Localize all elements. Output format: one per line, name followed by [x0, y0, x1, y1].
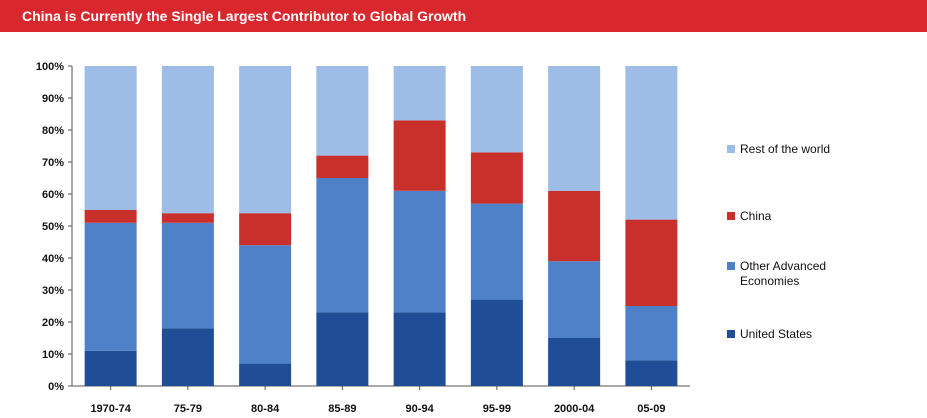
bar-segment-other-advanced-economies [548, 261, 601, 338]
legend-swatch [727, 262, 735, 270]
bar-segment-rest-of-the-world [161, 66, 214, 214]
x-tick-label: 2000-04 [554, 403, 595, 415]
legend-swatch [727, 330, 735, 338]
chart-title: China is Currently the Single Largest Co… [0, 0, 927, 32]
bar-segment-other-advanced-economies [316, 178, 369, 313]
bar-segment-other-advanced-economies [239, 245, 292, 364]
legend-label: Other Advanced Economies [740, 259, 826, 288]
bar-segment-united-states [393, 312, 446, 386]
bar-segment-rest-of-the-world [625, 66, 678, 220]
bar-segment-china [316, 155, 369, 178]
bar-segment-rest-of-the-world [470, 66, 523, 153]
bar-segment-china [161, 213, 214, 223]
bar-segment-other-advanced-economies [625, 306, 678, 361]
legend-label: China [740, 209, 772, 223]
y-tick-label: 60% [42, 189, 64, 201]
y-tick-label: 70% [42, 157, 64, 169]
y-tick-label: 30% [42, 285, 64, 297]
legend: Rest of the world China Other Advanced Econ… [727, 142, 830, 341]
x-tick-label: 1970-74 [90, 403, 131, 415]
legend-swatch [727, 145, 735, 153]
x-axis-labels: 1970-74 75-79 80-84 85-89 90-94 95-99 2000-04 0… [90, 403, 665, 415]
legend-swatch [727, 212, 735, 220]
bar-segment-china [625, 219, 678, 306]
x-tick-label: 05-09 [637, 403, 665, 415]
bar-segment-china [393, 120, 446, 191]
bar-segment-united-states [84, 350, 137, 386]
x-tick-label: 80-84 [251, 403, 280, 415]
y-tick-label: 20% [42, 317, 64, 329]
bar-segment-united-states [470, 299, 523, 386]
y-tick-label: 10% [42, 349, 64, 361]
y-tick-label: 40% [42, 253, 64, 265]
bar-segment-united-states [625, 360, 678, 386]
y-tick-label: 100% [36, 61, 64, 73]
legend-label: Rest of the world [740, 142, 830, 156]
bar-segment-united-states [161, 328, 214, 386]
bar-segment-china [548, 190, 601, 262]
bar-segment-other-advanced-economies [393, 190, 446, 313]
bar-segment-united-states [316, 312, 369, 386]
bar-segment-other-advanced-economies [84, 222, 137, 351]
bar-segment-united-states [548, 338, 601, 386]
bar-segment-china [84, 210, 137, 223]
bar-segment-china [239, 213, 292, 246]
bar-segment-rest-of-the-world [239, 66, 292, 214]
bar-segment-united-states [239, 363, 292, 386]
y-tick-label: 50% [42, 221, 64, 233]
y-tick-label: 0% [48, 381, 64, 393]
legend-label: United States [740, 327, 812, 341]
y-axis-labels: 0% 10% 20% 30% 40% 50% 60% 70% 80% 90% 100% [36, 61, 64, 393]
bar-segment-china [470, 152, 523, 204]
x-tick-label: 85-89 [328, 403, 356, 415]
x-tick-label: 95-99 [483, 403, 511, 415]
x-tick-label: 75-79 [174, 403, 202, 415]
bar-segment-rest-of-the-world [393, 66, 446, 121]
bars-group [84, 66, 678, 386]
y-tick-label: 90% [42, 93, 64, 105]
bar-segment-rest-of-the-world [316, 66, 369, 156]
x-tick-label: 90-94 [406, 403, 435, 415]
y-tick-label: 80% [42, 125, 64, 137]
bar-segment-rest-of-the-world [84, 66, 137, 210]
bar-segment-other-advanced-economies [161, 222, 214, 329]
bar-segment-other-advanced-economies [470, 203, 523, 300]
bar-segment-rest-of-the-world [548, 66, 601, 191]
